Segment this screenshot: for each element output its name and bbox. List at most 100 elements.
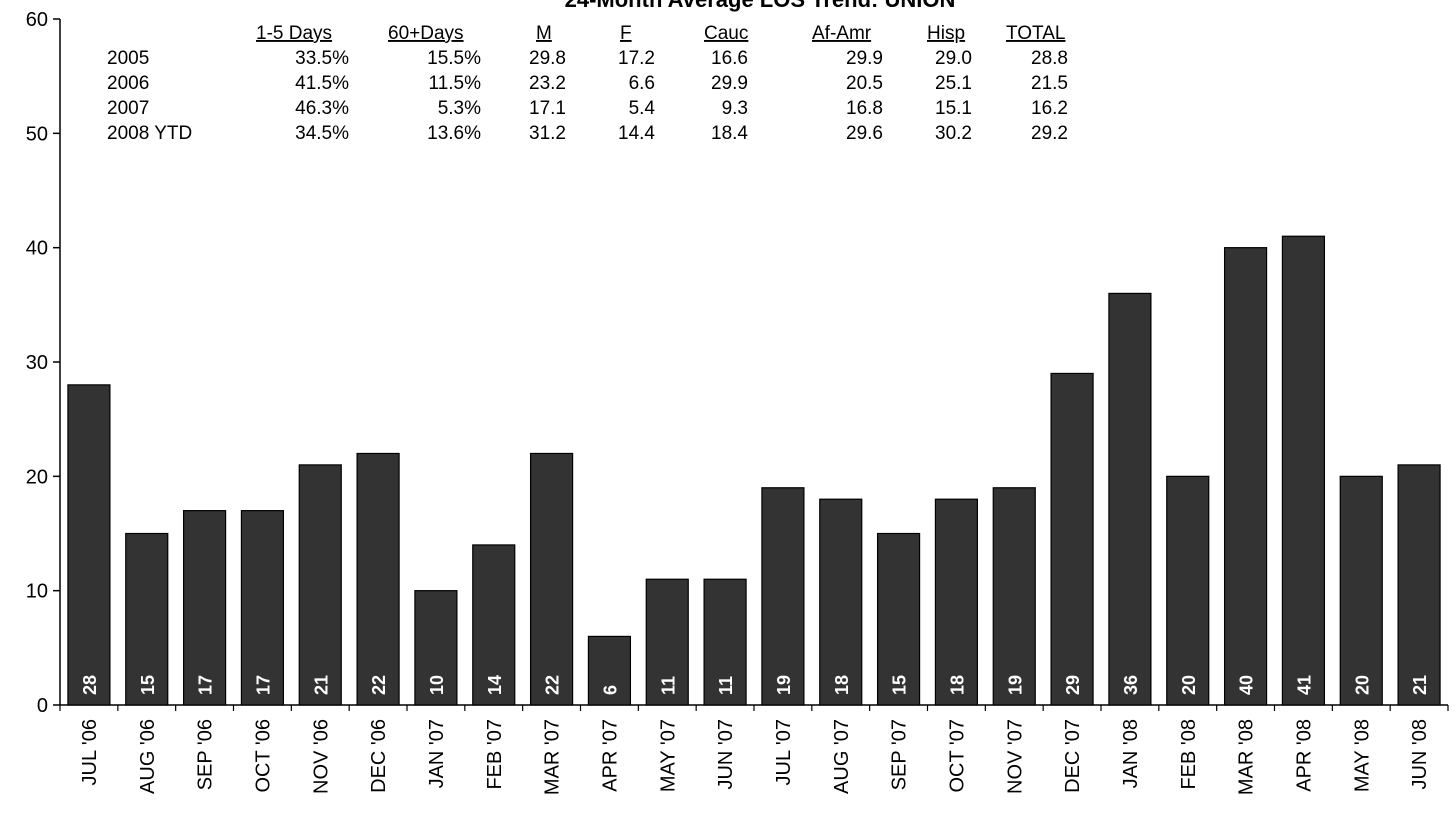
y-tick-label: 10	[26, 581, 48, 603]
table-column-header: TOTAL	[1006, 23, 1065, 44]
table-cell: 16.8	[846, 98, 883, 119]
bar-data-label: 21	[311, 675, 331, 695]
x-category-label: JAN '08	[1120, 719, 1142, 788]
table-column-header: Af-Amr	[812, 23, 872, 44]
table-column-header: F	[620, 23, 632, 44]
table-cell: 16.2	[1031, 98, 1068, 119]
table-cell: 28.8	[1031, 48, 1068, 69]
table-cell: 9.3	[722, 98, 748, 119]
x-category-label: AUG '07	[831, 719, 853, 794]
table-cell: 30.2	[935, 123, 972, 144]
x-category-label: OCT '06	[252, 719, 274, 792]
y-tick-label: 30	[26, 352, 48, 374]
bar	[587, 635, 632, 706]
bar	[1050, 372, 1094, 706]
bar	[67, 384, 111, 706]
bar-data-label: 21	[1410, 675, 1430, 695]
bar-data-label: 17	[253, 675, 273, 695]
y-tick-label: 50	[26, 123, 48, 145]
x-category-label: MAR '08	[1236, 719, 1258, 795]
table-cell: 14.4	[618, 123, 655, 144]
bar	[876, 532, 921, 706]
bar	[298, 464, 342, 706]
bar-data-label: 28	[80, 675, 100, 695]
table-cell: 33.5%	[295, 48, 349, 69]
table-cell: 16.6	[711, 48, 748, 69]
x-category-label: SEP '07	[889, 719, 911, 790]
table-cell: 29.9	[846, 48, 883, 69]
table-row-label: 2005	[107, 48, 149, 69]
bar	[414, 590, 458, 706]
bar	[240, 510, 285, 706]
bar	[992, 487, 1036, 706]
bar	[1108, 292, 1152, 706]
table-cell: 46.3%	[295, 98, 349, 119]
table-cell: 29.6	[846, 123, 883, 144]
x-category-label: NOV '07	[1004, 719, 1026, 794]
table-cell: 29.9	[711, 73, 748, 94]
bar	[472, 544, 516, 706]
bar-data-label: 22	[369, 675, 389, 695]
bar-data-label: 18	[832, 675, 852, 695]
bar-data-label: 36	[1121, 675, 1141, 695]
y-tick-label: 20	[26, 466, 48, 488]
table-row-label: 2008 YTD	[107, 123, 192, 144]
bar	[645, 578, 689, 706]
table-cell: 41.5%	[295, 73, 349, 94]
bar-data-label: 22	[543, 675, 563, 695]
table-cell: 21.5	[1031, 73, 1068, 94]
bar-data-label: 40	[1237, 675, 1257, 695]
table-cell: 23.2	[529, 73, 566, 94]
table-cell: 29.8	[529, 48, 566, 69]
bar-data-label: 41	[1294, 675, 1314, 695]
table-cell: 6.6	[629, 73, 655, 94]
x-category-label: SEP '06	[195, 719, 217, 790]
x-category-label: OCT '07	[946, 719, 968, 792]
x-category-label: JUL '07	[773, 719, 795, 785]
table-cell: 15.5%	[427, 48, 481, 69]
axes: 0 10 20 30 40 50 60 JUL '06 AUG '06 SEP '06 OCT '0…	[26, 9, 1449, 795]
bar-data-label: 15	[138, 675, 158, 695]
bars: 28 15 17 17 21 22 10 14 22 6 11 11 19 18 15 18 19 29 36 20 4…	[67, 235, 1441, 706]
bar	[529, 452, 574, 706]
bar-data-label: 6	[600, 685, 620, 695]
x-category-label: JUL '06	[79, 719, 101, 785]
table-column-header: Cauc	[704, 23, 748, 44]
table-cell: 13.6%	[427, 123, 481, 144]
bar	[1166, 475, 1210, 706]
chart-title: 24-Month Average LOS Trend: UNION	[565, 0, 956, 12]
table-cell: 11.5%	[429, 73, 482, 94]
bar-data-label: 14	[485, 675, 505, 695]
x-category-label: APR '07	[599, 719, 621, 792]
table-column-header: Hisp	[927, 23, 965, 44]
bar-data-label: 19	[1005, 675, 1025, 695]
table-column-header: 60+Days	[388, 23, 464, 44]
x-category-label: DEC '07	[1062, 719, 1084, 793]
y-tick-label: 40	[26, 238, 48, 260]
bar-data-label: 18	[947, 675, 967, 695]
table-cell: 20.5	[846, 73, 883, 94]
table-cell: 17.1	[529, 98, 566, 119]
x-category-label: MAY '07	[657, 719, 679, 792]
table-cell: 15.1	[935, 98, 972, 119]
x-category-label: FEB '07	[484, 719, 506, 790]
bar	[182, 510, 227, 706]
table-column-header: 1-5 Days	[256, 23, 332, 44]
bar-data-label: 10	[427, 675, 447, 695]
x-category-label: AUG '06	[137, 719, 159, 794]
bar-data-label: 19	[774, 675, 794, 695]
bar-data-label: 17	[196, 675, 216, 695]
table-cell: 34.5%	[295, 123, 349, 144]
table-cell: 31.2	[529, 123, 566, 144]
table-cell: 25.1	[935, 73, 972, 94]
bar	[125, 532, 169, 706]
table-cell: 17.2	[618, 48, 655, 69]
bar	[819, 498, 863, 706]
bar-data-label: 20	[1352, 675, 1372, 695]
y-tick-label: 60	[26, 9, 48, 31]
table-cell: 29.2	[1031, 123, 1068, 144]
bar	[1339, 475, 1383, 706]
bar	[1223, 247, 1268, 706]
table-row-label: 2007	[107, 98, 149, 119]
